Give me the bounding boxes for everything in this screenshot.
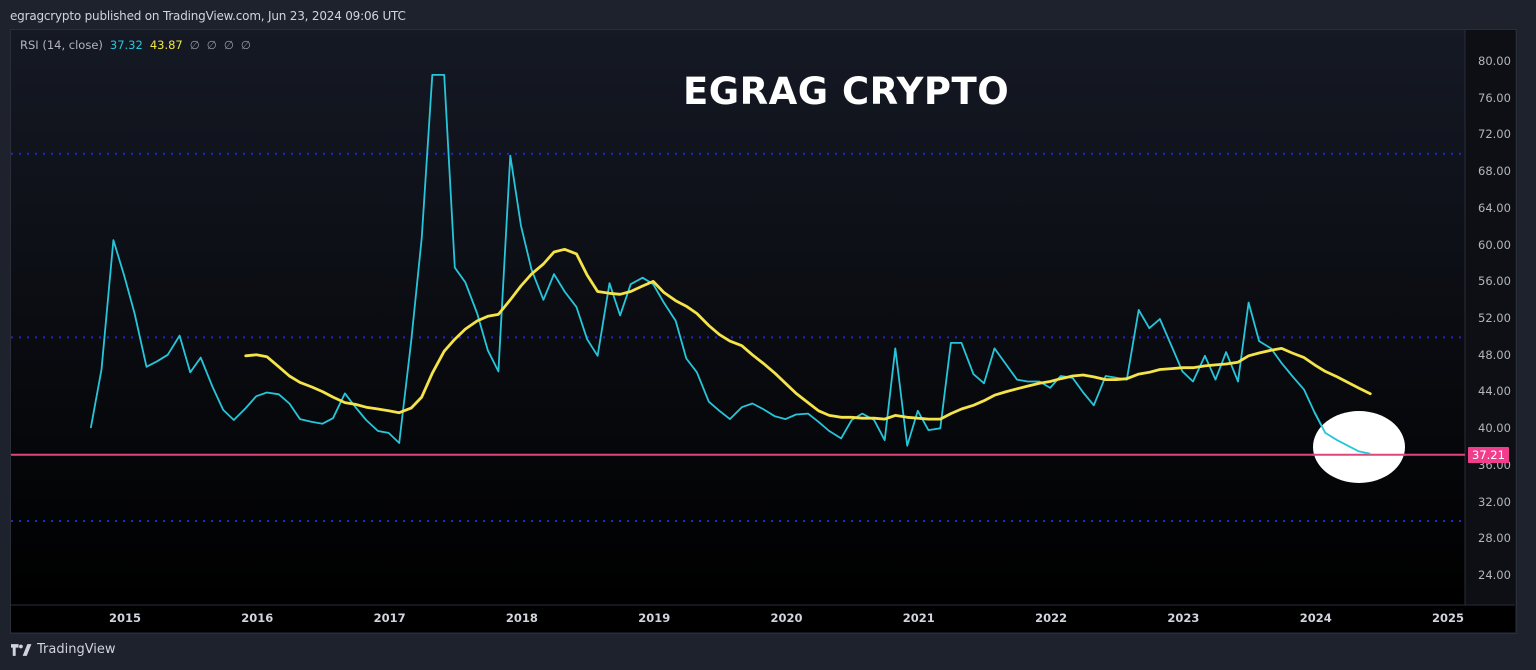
- ma-value: 43.87: [149, 38, 183, 52]
- na-value-2: ∅: [206, 38, 217, 52]
- y-tick-label: 80.00: [1478, 54, 1511, 68]
- y-tick-label: 24.00: [1478, 568, 1511, 583]
- plot-area[interactable]: [11, 30, 1465, 605]
- x-tick-label: 2017: [373, 611, 406, 625]
- y-tick-label: 32.00: [1478, 494, 1511, 509]
- x-tick-label: 2018: [505, 611, 538, 625]
- na-value-1: ∅: [189, 38, 200, 52]
- y-tick-label: 28.00: [1478, 531, 1511, 546]
- published-caption: egragcrypto published on TradingView.com…: [10, 9, 406, 23]
- na-value-3: ∅: [223, 38, 234, 52]
- x-tick-label: 2021: [902, 611, 935, 625]
- x-tick-label: 2022: [1035, 611, 1068, 625]
- y-tick-label: 76.00: [1478, 90, 1511, 105]
- x-tick-label: 2020: [770, 611, 803, 625]
- time-axis[interactable]: [11, 605, 1515, 632]
- y-tick-label: 72.00: [1478, 127, 1511, 142]
- tradingview-brand: TradingView: [37, 642, 116, 657]
- rsi-value: 37.32: [109, 38, 143, 52]
- x-tick-label: 2015: [109, 611, 142, 625]
- x-tick-label: 2024: [1299, 611, 1332, 625]
- y-tick-label: 40.00: [1478, 421, 1511, 436]
- indicator-name: RSI (14, close): [20, 38, 103, 52]
- indicator-legend[interactable]: RSI (14, close) 37.32 43.87 ∅ ∅ ∅ ∅: [20, 38, 251, 52]
- overlay-title: EGRAG CRYPTO: [683, 70, 1010, 113]
- y-tick-label: 48.00: [1478, 347, 1511, 362]
- tradingview-logo-icon: [11, 643, 32, 656]
- rsi-line-tail: [1313, 412, 1371, 455]
- rsi-ma-line[interactable]: [244, 247, 1372, 421]
- y-tick-label: 64.00: [1478, 200, 1511, 215]
- price-axis[interactable]: [1465, 30, 1515, 605]
- x-tick-label: 2023: [1167, 611, 1200, 625]
- na-value-4: ∅: [240, 38, 251, 52]
- y-tick-label: 60.00: [1478, 237, 1511, 252]
- y-tick-label: 56.00: [1478, 274, 1511, 289]
- y-tick-label: 52.00: [1478, 311, 1511, 326]
- support-price-tag: 37.21: [1468, 447, 1509, 463]
- x-tick-label: 2025: [1432, 611, 1465, 625]
- x-tick-label: 2016: [241, 611, 274, 625]
- x-tick-label: 2019: [638, 611, 671, 625]
- highlight-ellipse: [1313, 411, 1405, 483]
- tradingview-footer[interactable]: TradingView: [11, 642, 116, 657]
- y-tick-label: 44.00: [1478, 384, 1511, 399]
- rsi-line[interactable]: [90, 74, 1372, 455]
- y-tick-label: 68.00: [1478, 164, 1511, 179]
